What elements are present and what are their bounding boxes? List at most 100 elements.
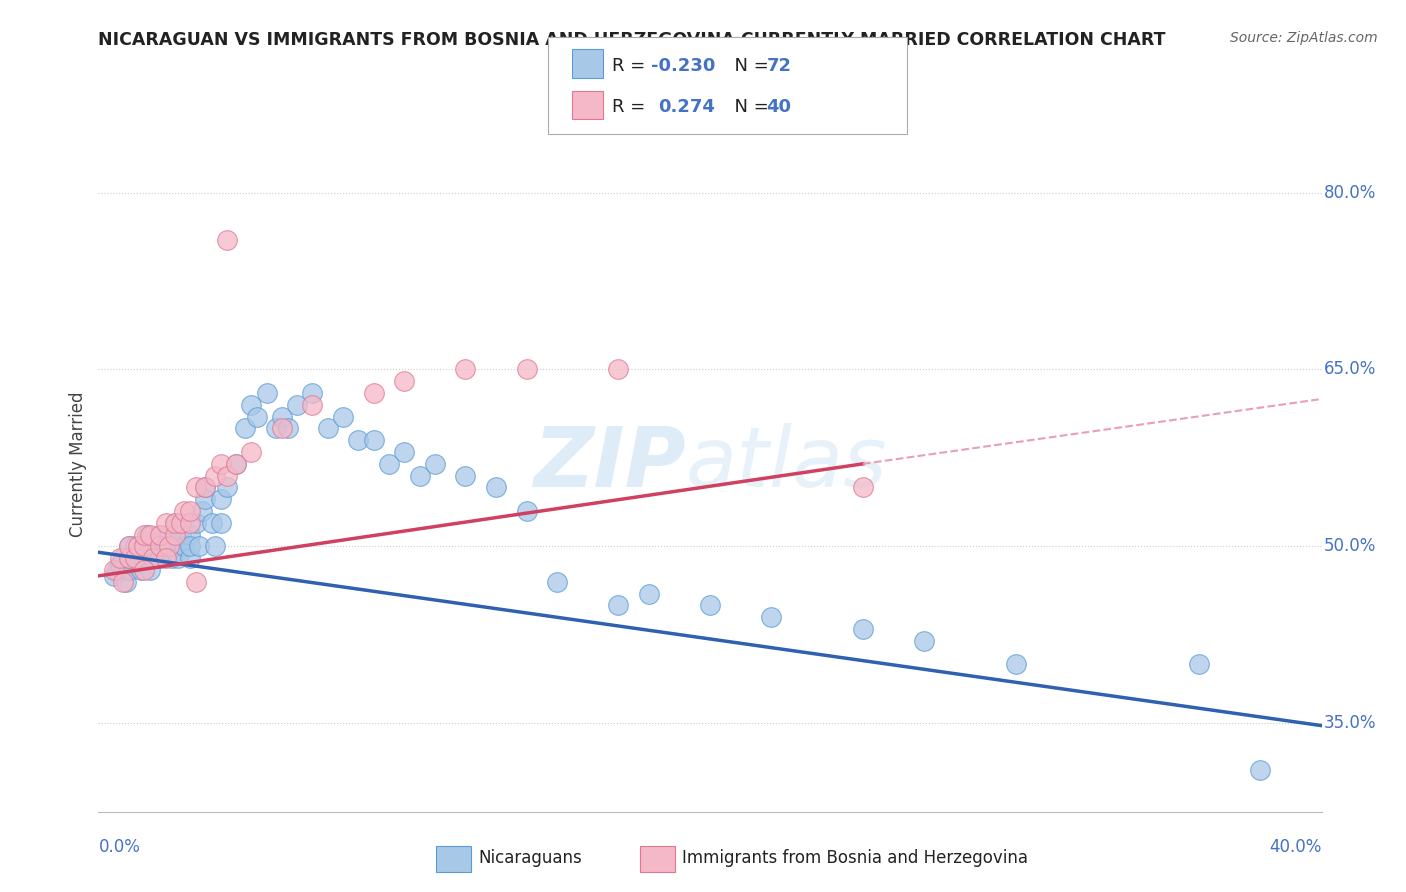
Point xyxy=(200,516,222,530)
Point xyxy=(209,516,232,530)
Point xyxy=(149,551,172,566)
Point xyxy=(454,362,477,376)
Point xyxy=(111,574,134,589)
Point xyxy=(607,362,630,376)
Point xyxy=(118,540,141,554)
Point xyxy=(194,480,217,494)
Point xyxy=(160,551,183,566)
Point xyxy=(285,398,308,412)
Point xyxy=(546,574,568,589)
Text: 50.0%: 50.0% xyxy=(1324,537,1376,556)
Point xyxy=(111,551,134,566)
Point xyxy=(194,492,217,507)
Point xyxy=(637,586,661,600)
Point xyxy=(240,398,263,412)
Point xyxy=(194,480,217,494)
Text: Nicaraguans: Nicaraguans xyxy=(478,849,582,867)
Point xyxy=(105,563,128,577)
Point xyxy=(149,527,172,541)
Text: 65.0%: 65.0% xyxy=(1324,360,1376,378)
Point xyxy=(270,421,292,435)
Point xyxy=(179,516,201,530)
Text: R =: R = xyxy=(612,57,651,76)
Point xyxy=(108,557,131,571)
Point xyxy=(124,551,146,566)
Text: N =: N = xyxy=(723,98,775,117)
Point xyxy=(173,540,195,554)
Text: Immigrants from Bosnia and Herzegovina: Immigrants from Bosnia and Herzegovina xyxy=(682,849,1028,867)
Point xyxy=(139,563,162,577)
Point xyxy=(204,540,226,554)
Text: 35.0%: 35.0% xyxy=(1324,714,1376,732)
Point xyxy=(256,386,278,401)
Point xyxy=(142,551,165,566)
Point xyxy=(170,527,193,541)
Point xyxy=(225,457,247,471)
Point xyxy=(103,569,125,583)
Point xyxy=(179,504,201,518)
Point xyxy=(209,457,232,471)
Point xyxy=(215,233,238,247)
Point xyxy=(118,563,141,577)
Text: N =: N = xyxy=(723,57,775,76)
Point xyxy=(134,540,156,554)
Point xyxy=(139,527,162,541)
Point xyxy=(103,563,125,577)
Point xyxy=(108,551,131,566)
Point xyxy=(170,516,193,530)
Point xyxy=(124,540,146,554)
Point xyxy=(363,434,385,448)
Point xyxy=(516,504,538,518)
Point xyxy=(759,610,782,624)
Point xyxy=(277,421,299,435)
Text: 40: 40 xyxy=(766,98,792,117)
Point xyxy=(264,421,287,435)
Point xyxy=(163,540,186,554)
Point xyxy=(134,563,156,577)
Text: 40.0%: 40.0% xyxy=(1270,838,1322,855)
Point xyxy=(392,374,416,388)
Point xyxy=(179,551,201,566)
Point xyxy=(149,527,172,541)
Text: atlas: atlas xyxy=(686,424,887,504)
Point xyxy=(127,540,149,554)
Point xyxy=(240,445,263,459)
Point xyxy=(157,540,180,554)
Point xyxy=(454,468,477,483)
Point xyxy=(134,551,156,566)
Point xyxy=(607,599,630,613)
Point xyxy=(134,540,156,554)
Point xyxy=(233,421,256,435)
Point xyxy=(1004,657,1026,672)
Text: 0.0%: 0.0% xyxy=(98,838,141,855)
Point xyxy=(270,409,292,424)
Point xyxy=(408,468,430,483)
Point xyxy=(186,516,208,530)
Text: R =: R = xyxy=(612,98,651,117)
Point xyxy=(163,516,186,530)
Point xyxy=(173,504,195,518)
Point xyxy=(363,386,385,401)
Point xyxy=(118,551,141,566)
Text: 0.274: 0.274 xyxy=(658,98,714,117)
Point xyxy=(699,599,721,613)
Point xyxy=(204,468,226,483)
Point xyxy=(215,468,238,483)
Point xyxy=(115,574,138,589)
Text: ZIP: ZIP xyxy=(533,424,686,504)
Point xyxy=(316,421,339,435)
Point xyxy=(134,527,156,541)
Y-axis label: Currently Married: Currently Married xyxy=(69,391,87,537)
Point xyxy=(136,527,159,541)
Point xyxy=(347,434,370,448)
Point xyxy=(163,516,186,530)
Text: 80.0%: 80.0% xyxy=(1324,184,1376,202)
Point xyxy=(155,540,177,554)
Point xyxy=(516,362,538,376)
Point xyxy=(142,540,165,554)
Point xyxy=(378,457,401,471)
Point xyxy=(179,527,201,541)
Point xyxy=(118,540,141,554)
Point xyxy=(246,409,269,424)
Point xyxy=(186,574,208,589)
